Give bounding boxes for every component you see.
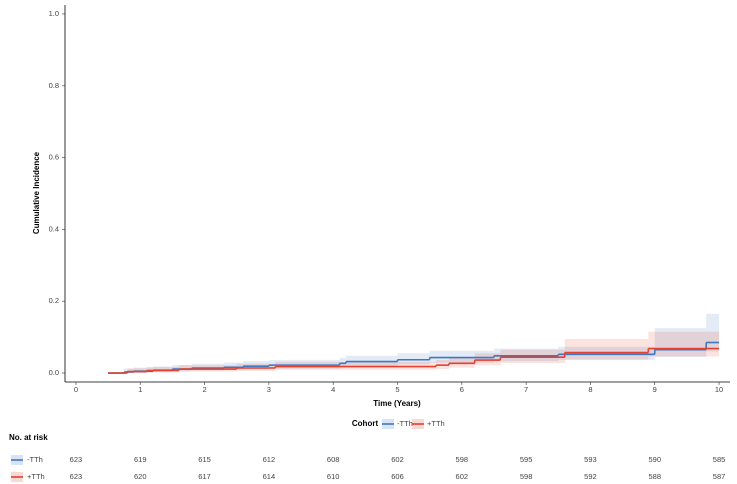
y-tick-label: 0.2 — [49, 296, 59, 305]
confidence-band — [429, 350, 494, 363]
risk-count: 585 — [713, 455, 726, 464]
confidence-band — [564, 338, 649, 360]
risk-count: 606 — [391, 472, 404, 481]
risk-count: 588 — [648, 472, 661, 481]
confidence-band — [474, 353, 501, 366]
risk-count: 623 — [70, 472, 83, 481]
risk-count: 614 — [263, 472, 276, 481]
risk-count: 619 — [134, 455, 147, 464]
y-axis-label: Cumulative Incidence — [32, 151, 41, 234]
risk-count: 615 — [198, 455, 211, 464]
risk-count: 620 — [134, 472, 147, 481]
x-tick-label: 2 — [202, 385, 206, 394]
confidence-band — [493, 348, 559, 362]
risk-count: 608 — [327, 455, 340, 464]
risk-count: 593 — [584, 455, 597, 464]
risk-count: 598 — [456, 455, 469, 464]
confidence-band — [397, 353, 430, 365]
risk-count: 595 — [520, 455, 533, 464]
confidence-band — [243, 361, 269, 370]
x-tick-label: 1 — [138, 385, 142, 394]
risk-table-title: No. at risk — [9, 433, 48, 442]
legend-title: Cohort — [352, 419, 379, 428]
x-tick-label: 7 — [524, 385, 528, 394]
y-tick-label: 1.0 — [49, 9, 59, 18]
y-tick-label: 0.4 — [49, 224, 59, 233]
legend-label: -TTh — [397, 419, 413, 428]
x-tick-label: 0 — [74, 385, 78, 394]
x-axis-label: Time (Years) — [373, 399, 421, 408]
y-tick-label: 0.8 — [49, 81, 59, 90]
x-tick-label: 8 — [588, 385, 592, 394]
confidence-band — [558, 346, 655, 361]
risk-row-label: +TTh — [27, 472, 45, 481]
risk-count: 592 — [584, 472, 597, 481]
confidence-band — [133, 367, 154, 373]
confidence-band — [153, 366, 173, 372]
x-tick-label: 10 — [715, 385, 723, 394]
x-tick-label: 6 — [460, 385, 464, 394]
risk-count: 612 — [263, 455, 276, 464]
risk-count: 602 — [391, 455, 404, 464]
risk-row-label: -TTh — [27, 455, 43, 464]
confidence-band — [223, 362, 244, 371]
confidence-band — [191, 363, 224, 371]
risk-count: 602 — [456, 472, 469, 481]
x-tick-label: 3 — [267, 385, 271, 394]
confidence-band — [654, 328, 707, 357]
risk-count: 598 — [520, 472, 533, 481]
risk-count: 587 — [713, 472, 726, 481]
y-tick-label: 0.6 — [49, 153, 59, 162]
confidence-band — [648, 331, 720, 357]
x-tick-label: 4 — [331, 385, 335, 394]
confidence-band — [172, 365, 192, 372]
risk-count: 590 — [648, 455, 661, 464]
y-tick-label: 0.0 — [49, 368, 59, 377]
legend-label: +TTh — [427, 419, 445, 428]
x-tick-label: 5 — [395, 385, 399, 394]
x-tick-label: 9 — [653, 385, 657, 394]
risk-count: 617 — [198, 472, 211, 481]
risk-count: 623 — [70, 455, 83, 464]
risk-count: 610 — [327, 472, 340, 481]
